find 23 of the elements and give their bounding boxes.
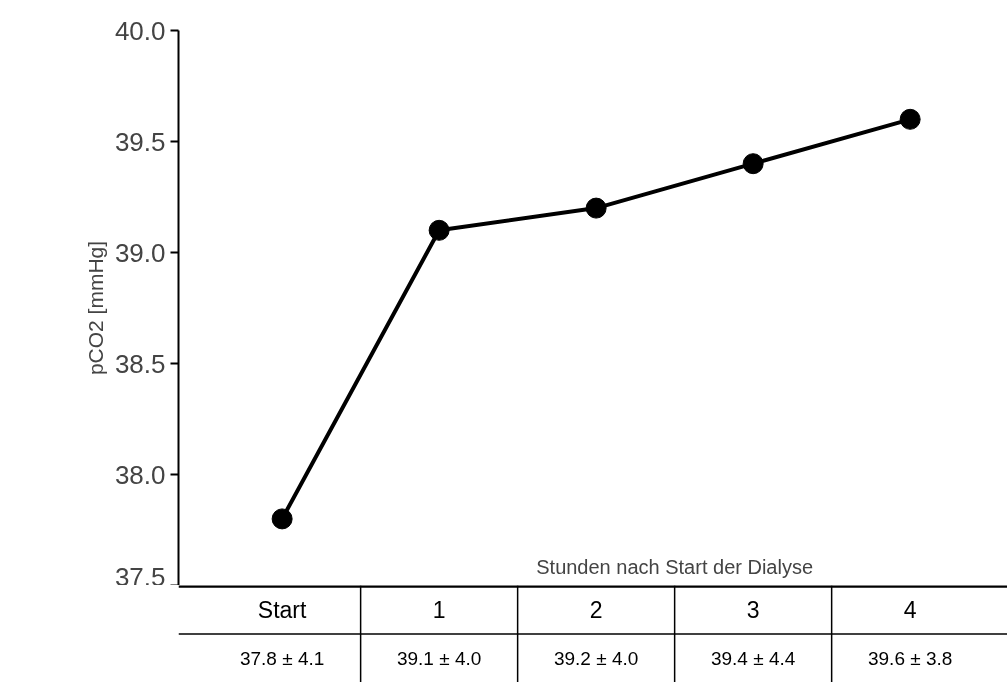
point xyxy=(742,153,764,175)
x-tick-label: 4 xyxy=(903,597,917,624)
point xyxy=(585,197,607,219)
data-label: 39.2 ± 4.0 xyxy=(553,647,639,669)
data-label: 39.4 ± 4.4 xyxy=(710,647,796,669)
y-tick-label: 37.5 xyxy=(114,561,166,592)
x-tick-label: 2 xyxy=(589,597,603,624)
data-label: 39.1 ± 4.0 xyxy=(396,647,482,669)
point xyxy=(428,219,450,241)
y-tick-label: 39.0 xyxy=(114,237,166,268)
y-tick-label: 39.5 xyxy=(114,126,166,157)
x-axis-title: Stunden nach Start der Dialyse xyxy=(536,555,814,578)
data-label: 37.8 ± 4.1 xyxy=(239,647,325,669)
point xyxy=(271,508,293,530)
y-tick-label: 40.0 xyxy=(114,15,166,46)
y-tick-label: 38.5 xyxy=(114,348,166,379)
point xyxy=(899,108,921,130)
y-tick-label: 38.0 xyxy=(114,459,166,490)
y-axis-title: pCO2 [mmHg] xyxy=(83,240,107,376)
x-tick-label: Start xyxy=(257,596,308,623)
data-label: 39.6 ± 3.8 xyxy=(867,647,953,669)
x-tick-label: 1 xyxy=(432,597,446,624)
x-tick-label: 3 xyxy=(746,597,760,624)
